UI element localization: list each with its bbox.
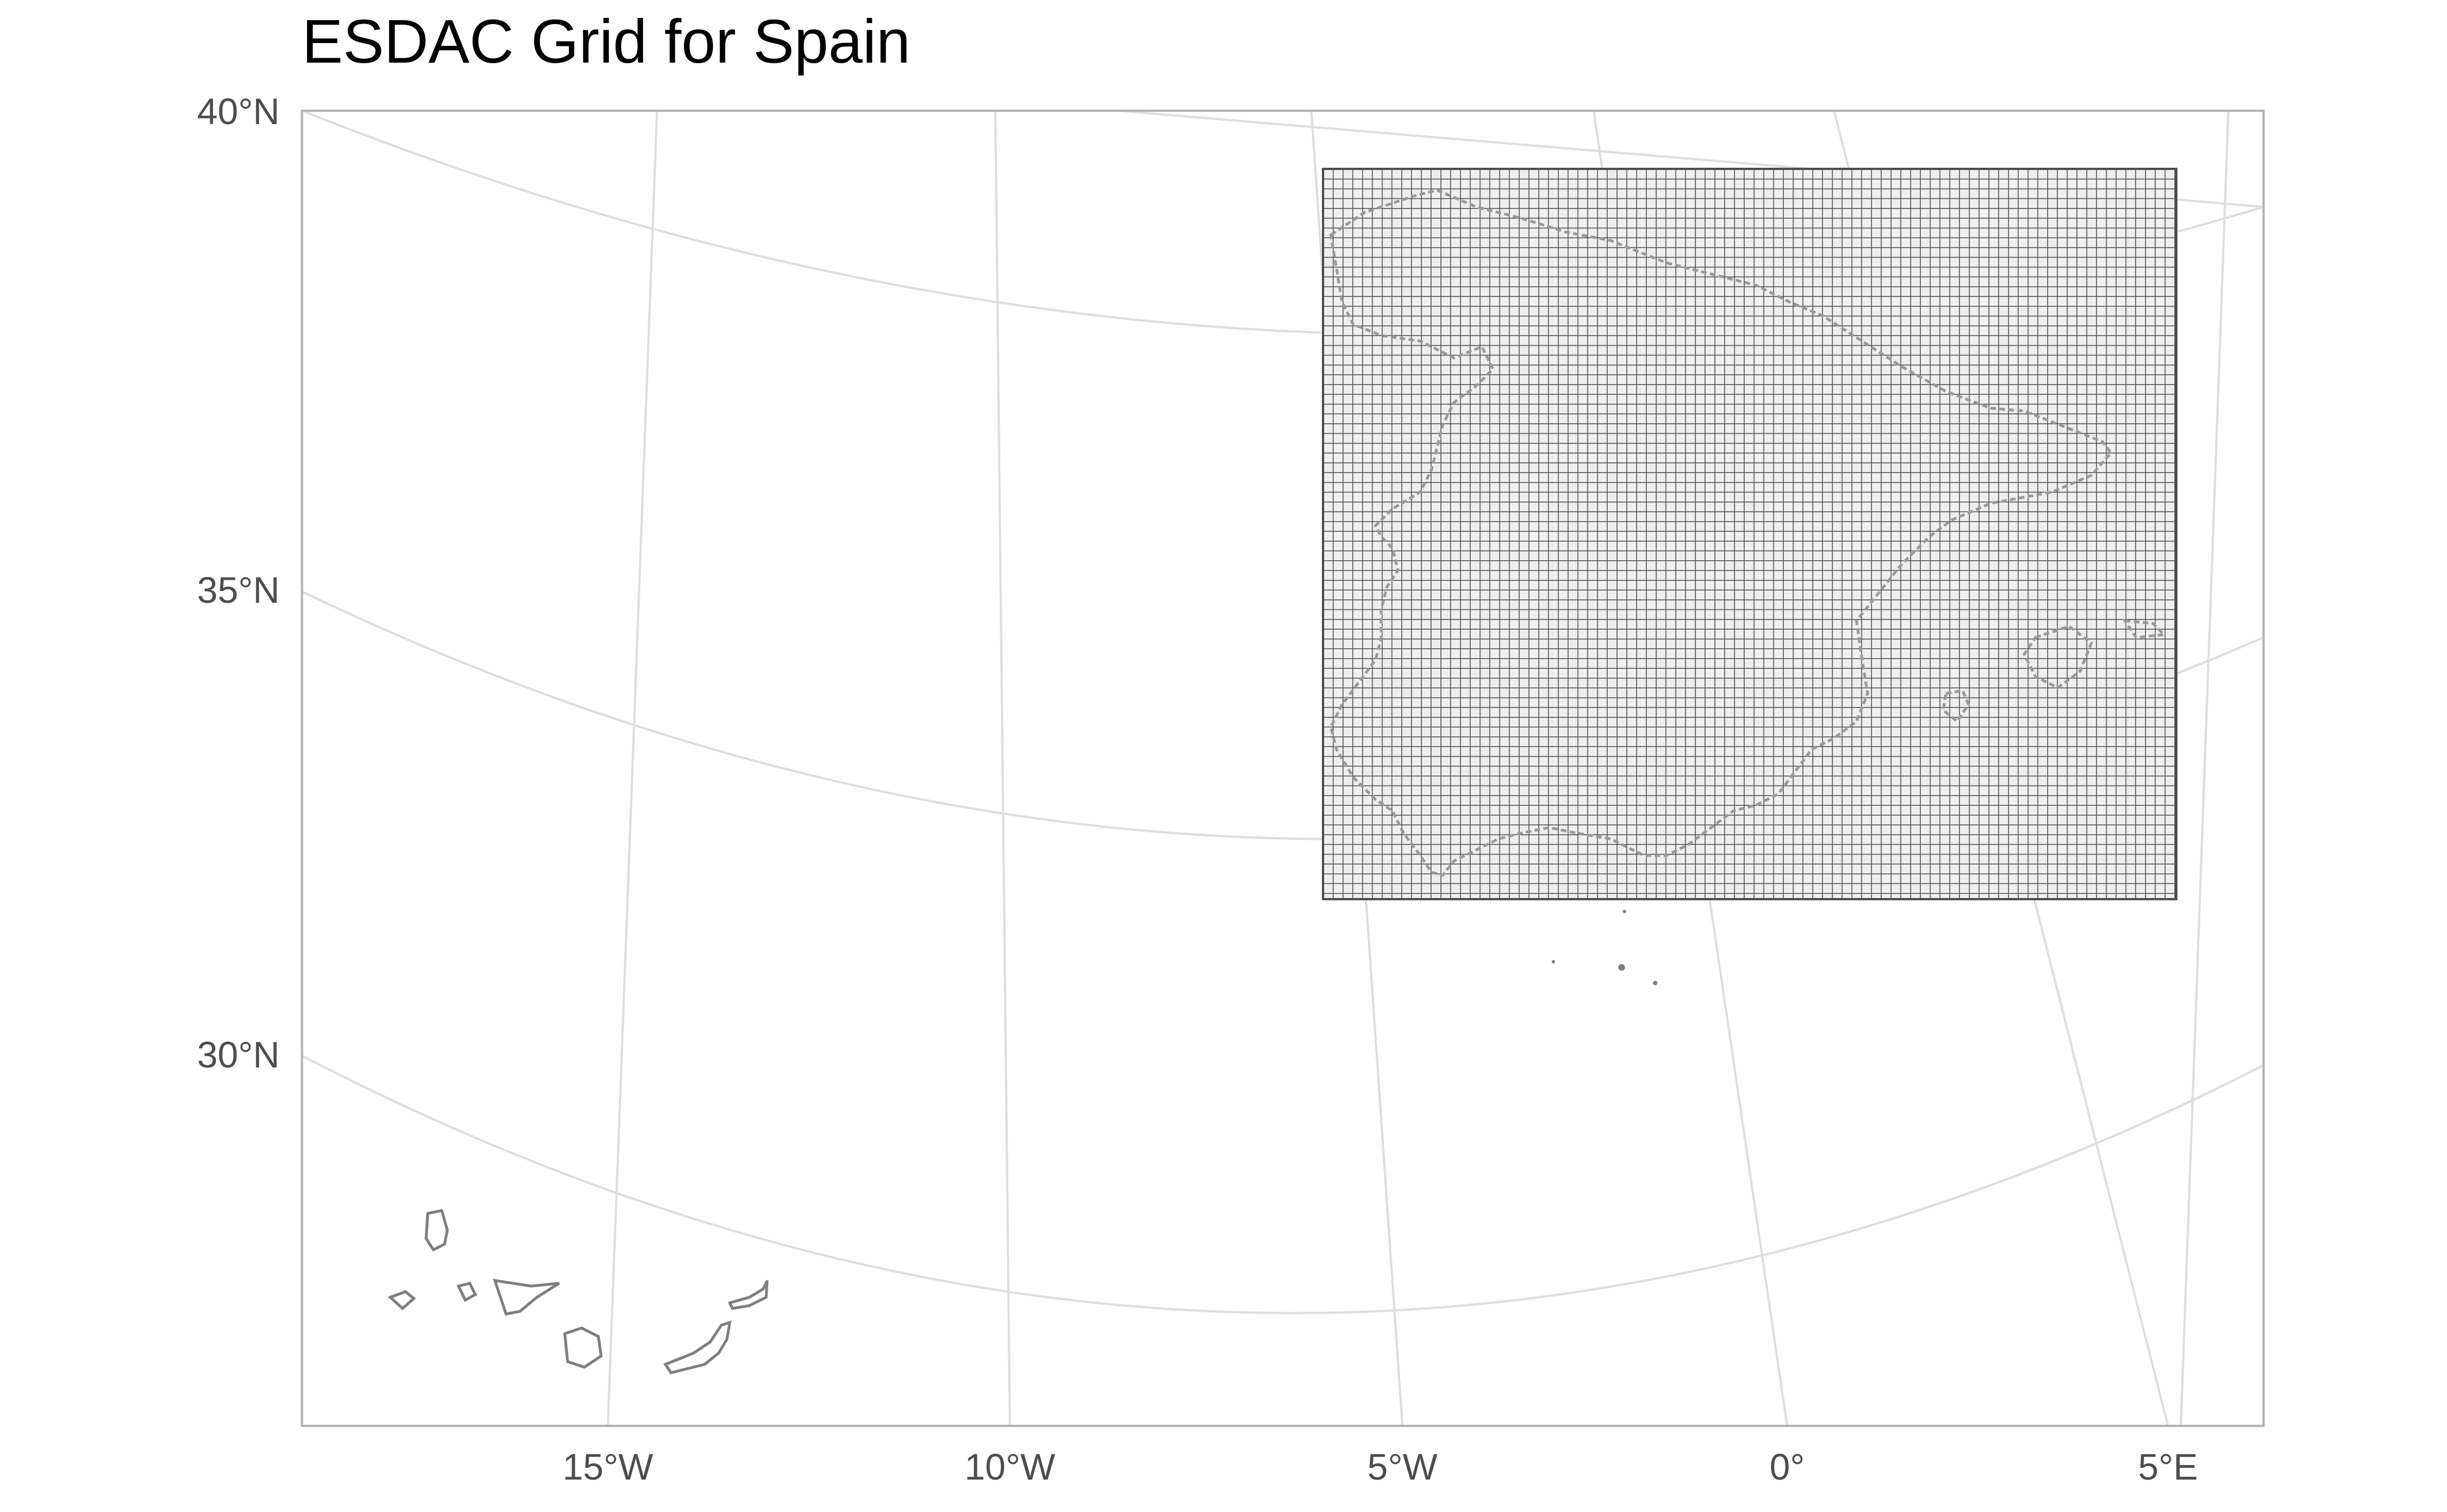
y-label-35n: 35°N — [197, 569, 280, 611]
menorca-outline — [2122, 618, 2167, 639]
spain-outline — [1329, 188, 2167, 877]
map-title: ESDAC Grid for Spain — [302, 7, 911, 76]
x-label-15w: 15°W — [562, 1446, 654, 1487]
meridian-10e — [2180, 111, 2229, 1426]
tenerife-outline — [493, 1278, 560, 1316]
grid-cells — [1322, 168, 2177, 900]
meridian-10w — [994, 111, 1011, 1426]
mallorca-outline — [2023, 625, 2094, 689]
x-label-5e: 5°E — [2138, 1446, 2198, 1487]
y-label-40n: 40°N — [197, 91, 280, 132]
x-label-10w: 10°W — [964, 1446, 1056, 1487]
parallel-25n — [302, 1431, 1733, 1512]
small-islands — [1552, 910, 1657, 985]
parallel-30n — [302, 1055, 2264, 1315]
la-palma-outline — [424, 1209, 449, 1252]
el-hierro-outline — [388, 1290, 416, 1311]
meridian-15w — [607, 111, 658, 1426]
panel-border — [301, 110, 2265, 1427]
canary-islands-outline — [388, 1209, 769, 1374]
ibiza-outline — [1941, 689, 1970, 724]
x-label-5w: 5°W — [1367, 1446, 1438, 1487]
y-label-30n: 30°N — [197, 1034, 280, 1075]
la-gomera-outline — [456, 1282, 478, 1302]
esdac-grid — [1322, 168, 2177, 900]
gran-canaria-outline — [563, 1326, 603, 1369]
x-label-0: 0° — [1769, 1446, 1805, 1487]
lanzarote-outline — [728, 1279, 769, 1310]
fuerteventura-outline — [663, 1320, 732, 1374]
mainland-spain-outline — [1329, 188, 2113, 877]
